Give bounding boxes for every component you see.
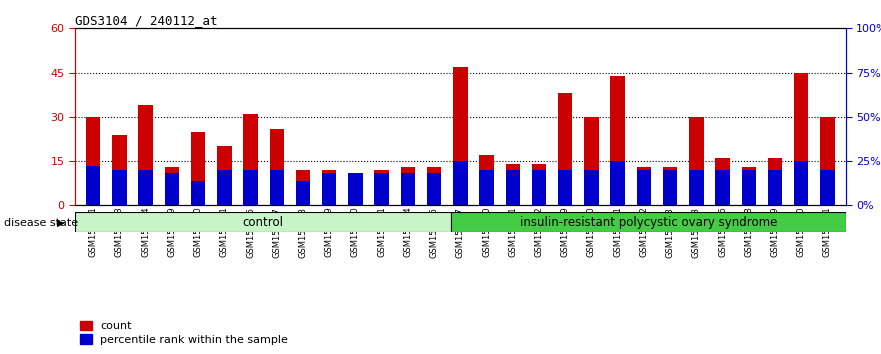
Bar [401, 173, 415, 205]
Bar [479, 155, 493, 205]
Bar [742, 170, 756, 205]
Bar [86, 117, 100, 205]
Bar [296, 170, 310, 205]
Bar [558, 170, 573, 205]
Bar [637, 167, 651, 205]
Bar [296, 181, 310, 205]
Bar [611, 75, 625, 205]
Bar [532, 170, 546, 205]
Bar [270, 170, 284, 205]
Text: ▶: ▶ [56, 218, 64, 228]
Bar [820, 117, 834, 205]
Bar [532, 164, 546, 205]
Bar [138, 170, 153, 205]
Bar [715, 170, 729, 205]
Text: GDS3104 / 240112_at: GDS3104 / 240112_at [75, 14, 218, 27]
Bar [637, 170, 651, 205]
Bar [584, 170, 598, 205]
Bar [165, 173, 179, 205]
Bar [217, 170, 232, 205]
Bar [742, 167, 756, 205]
Bar [767, 158, 782, 205]
Bar [663, 170, 677, 205]
Bar [794, 73, 809, 205]
Bar [75, 212, 451, 232]
Bar [138, 105, 153, 205]
Bar [401, 167, 415, 205]
Bar [767, 170, 782, 205]
Bar [820, 170, 834, 205]
Legend: count, percentile rank within the sample: count, percentile rank within the sample [80, 321, 288, 345]
Bar [374, 173, 389, 205]
Bar [112, 170, 127, 205]
Bar [112, 135, 127, 205]
Bar [322, 170, 337, 205]
Bar [165, 167, 179, 205]
Text: control: control [242, 216, 284, 229]
Bar [611, 161, 625, 205]
Bar [427, 173, 441, 205]
Bar [506, 164, 520, 205]
Bar [243, 170, 258, 205]
Bar [558, 93, 573, 205]
Text: disease state: disease state [4, 218, 78, 228]
Bar [217, 146, 232, 205]
Bar [191, 181, 205, 205]
Text: insulin-resistant polycystic ovary syndrome: insulin-resistant polycystic ovary syndr… [520, 216, 777, 229]
Bar [348, 173, 363, 205]
Bar [584, 117, 598, 205]
Bar [479, 170, 493, 205]
Bar [453, 67, 468, 205]
Bar [689, 170, 704, 205]
Bar [689, 117, 704, 205]
Bar [374, 170, 389, 205]
Bar [243, 114, 258, 205]
Bar [427, 167, 441, 205]
Bar [191, 132, 205, 205]
Bar [270, 129, 284, 205]
Bar [86, 166, 100, 205]
Bar [715, 158, 729, 205]
Bar [453, 161, 468, 205]
Bar [451, 212, 846, 232]
Bar [663, 167, 677, 205]
Bar [348, 173, 363, 205]
Bar [506, 170, 520, 205]
Bar [794, 161, 809, 205]
Bar [322, 173, 337, 205]
